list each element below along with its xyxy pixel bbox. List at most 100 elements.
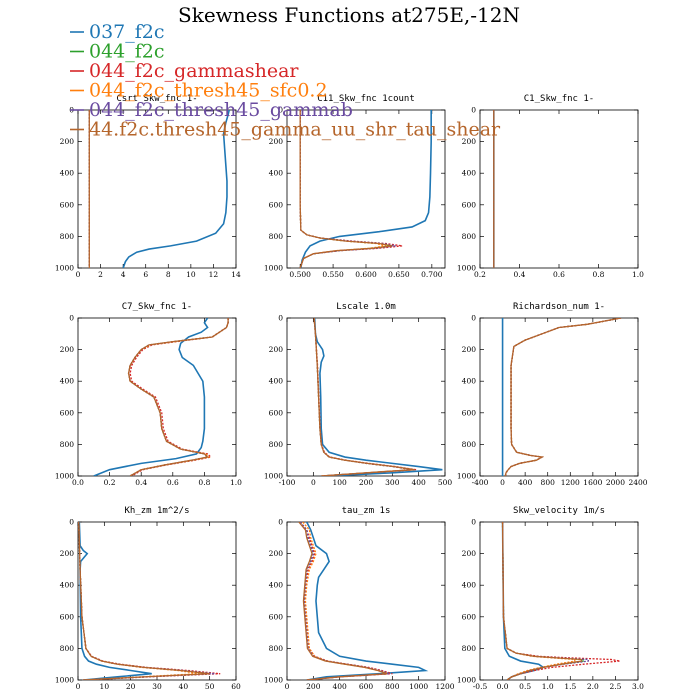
x-tick-label: 200 — [359, 478, 374, 487]
series-line-037_f2c — [313, 318, 443, 476]
x-tick-label: -0.5 — [473, 682, 488, 691]
x-tick-label: 400 — [412, 478, 427, 487]
y-tick-label: 400 — [462, 377, 477, 386]
x-tick-label: 3.0 — [632, 682, 644, 691]
series-line-44.f2c.thresh45_gamma_uu_shr_tau_shear — [299, 110, 393, 268]
x-tick-label: 0.0 — [72, 478, 84, 487]
x-tick-label: 0.2 — [104, 478, 116, 487]
series-group — [78, 522, 221, 680]
panel-title: Lscale 1.0m — [336, 302, 396, 312]
x-tick-label: 0.5 — [519, 682, 531, 691]
y-tick-label: 200 — [462, 549, 477, 558]
x-tick-label: 0 — [311, 478, 316, 487]
legend: 037_f2c044_f2c044_f2c_gammashear044_f2c_… — [70, 21, 501, 141]
y-tick-label: 0 — [278, 518, 283, 527]
series-group — [88, 110, 231, 268]
panel-title: C7_Skw_fnc 1- — [122, 302, 192, 312]
y-tick-label: 800 — [60, 644, 75, 653]
series-line-044_f2c_gammashear — [501, 522, 621, 680]
panel-5: Richardson_num 1- 0 200 400 600 800 1000-400 0 4… — [457, 302, 648, 487]
y-tick-label: 800 — [60, 440, 75, 449]
x-tick-label: 10 — [186, 270, 196, 279]
y-tick-label: 1000 — [55, 264, 74, 273]
x-tick-label: 400 — [333, 682, 348, 691]
y-tick-label: 600 — [269, 612, 284, 621]
y-tick-label: 1000 — [55, 676, 74, 685]
legend-item-label: 037_f2c — [89, 21, 165, 43]
legend-item-label: 044_f2c_thresh45_sfc0.2 — [89, 80, 328, 102]
series-line-044_f2c_gammashear — [299, 522, 393, 680]
y-tick-label: 600 — [462, 612, 477, 621]
y-tick-label: 400 — [462, 169, 477, 178]
x-tick-label: 1200 — [561, 478, 580, 487]
series-group — [501, 522, 621, 680]
y-tick-label: 1000 — [264, 676, 283, 685]
x-tick-label: 2400 — [628, 478, 647, 487]
series-group — [501, 318, 622, 476]
series-group — [313, 318, 443, 476]
y-tick-label: 800 — [462, 644, 477, 653]
series-group — [298, 522, 429, 680]
y-tick-label: 0 — [69, 518, 74, 527]
x-tick-label: 200 — [306, 682, 321, 691]
y-tick-label: 0 — [278, 106, 283, 115]
x-tick-label: 0.500 — [289, 270, 311, 279]
y-tick-label: 0 — [471, 314, 476, 323]
series-line-037_f2c — [300, 110, 432, 268]
y-tick-label: 600 — [60, 408, 75, 417]
panel-title: Kh_zm 1m^2/s — [124, 506, 189, 516]
panel-8: Skw_velocity 1m/s 0 200 400 600 800 1000-0.5 0.… — [457, 506, 644, 691]
x-tick-label: 0.550 — [322, 270, 344, 279]
x-tick-label: 1.0 — [230, 478, 242, 487]
x-tick-label: 300 — [385, 478, 400, 487]
x-tick-label: 6 — [143, 270, 148, 279]
x-tick-label: 0.4 — [514, 270, 526, 279]
x-tick-label: 0 — [285, 682, 290, 691]
y-tick-label: 1000 — [457, 472, 476, 481]
x-tick-label: 1600 — [583, 478, 602, 487]
x-tick-label: 0.4 — [135, 478, 147, 487]
x-tick-label: 40 — [179, 682, 189, 691]
x-tick-label: 8 — [166, 270, 171, 279]
x-tick-label: 1.0 — [632, 270, 644, 279]
series-line-44.f2c.thresh45_gamma_uu_shr_tau_shear — [78, 522, 210, 680]
y-tick-label: 1000 — [264, 472, 283, 481]
x-tick-label: 0.6 — [167, 478, 179, 487]
x-tick-label: 4 — [121, 270, 126, 279]
x-tick-label: 0.0 — [497, 682, 509, 691]
y-tick-label: 600 — [462, 200, 477, 209]
y-tick-label: 400 — [60, 169, 75, 178]
legend-item-label: 044_f2c_thresh45_gammab — [89, 99, 353, 121]
y-tick-label: 600 — [269, 200, 284, 209]
x-tick-label: 800 — [385, 682, 400, 691]
series-group — [299, 110, 432, 268]
x-tick-label: 0.8 — [593, 270, 605, 279]
x-tick-label: 0.8 — [198, 478, 210, 487]
plot-frame — [479, 317, 639, 477]
series-line-44.f2c.thresh45_gamma_uu_shr_tau_shear — [298, 522, 388, 680]
y-tick-label: 800 — [269, 232, 284, 241]
x-tick-label: -100 — [279, 478, 296, 487]
panel-title: tau_zm 1s — [342, 506, 391, 516]
panel-title: Skw_velocity 1m/s — [513, 506, 605, 516]
y-tick-label: 1000 — [55, 472, 74, 481]
panel-grid: Csrt_Skw_fnc 1-0200400600800100002468101… — [55, 94, 648, 691]
x-tick-label: -400 — [472, 478, 489, 487]
y-tick-label: 400 — [60, 581, 75, 590]
y-tick-label: 400 — [462, 581, 477, 590]
x-tick-label: 600 — [359, 682, 374, 691]
x-tick-label: 20 — [126, 682, 136, 691]
x-tick-label: 0.600 — [355, 270, 377, 279]
y-tick-label: 600 — [60, 200, 75, 209]
x-tick-label: 10 — [100, 682, 110, 691]
y-tick-label: 200 — [269, 345, 284, 354]
figure-title: Skewness Functions at275E,-12N — [178, 3, 520, 27]
y-tick-label: 800 — [462, 232, 477, 241]
y-tick-label: 400 — [269, 377, 284, 386]
x-tick-label: 0.650 — [388, 270, 410, 279]
y-tick-label: 800 — [269, 440, 284, 449]
series-line-44.f2c.thresh45_gamma_uu_shr_tau_shear — [504, 318, 622, 476]
x-tick-label: 50 — [205, 682, 215, 691]
